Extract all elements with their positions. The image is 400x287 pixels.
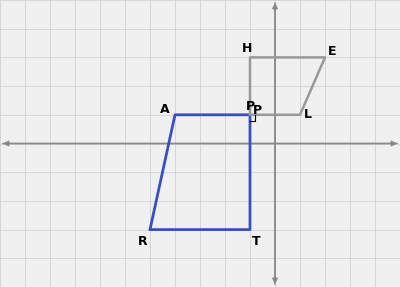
Text: T: T bbox=[252, 234, 260, 248]
Text: H: H bbox=[242, 42, 253, 55]
Text: P: P bbox=[253, 104, 262, 117]
Text: R: R bbox=[138, 234, 147, 248]
Text: L: L bbox=[304, 108, 312, 121]
Text: E: E bbox=[328, 45, 337, 58]
Text: A: A bbox=[160, 102, 170, 116]
Text: P: P bbox=[246, 100, 254, 113]
